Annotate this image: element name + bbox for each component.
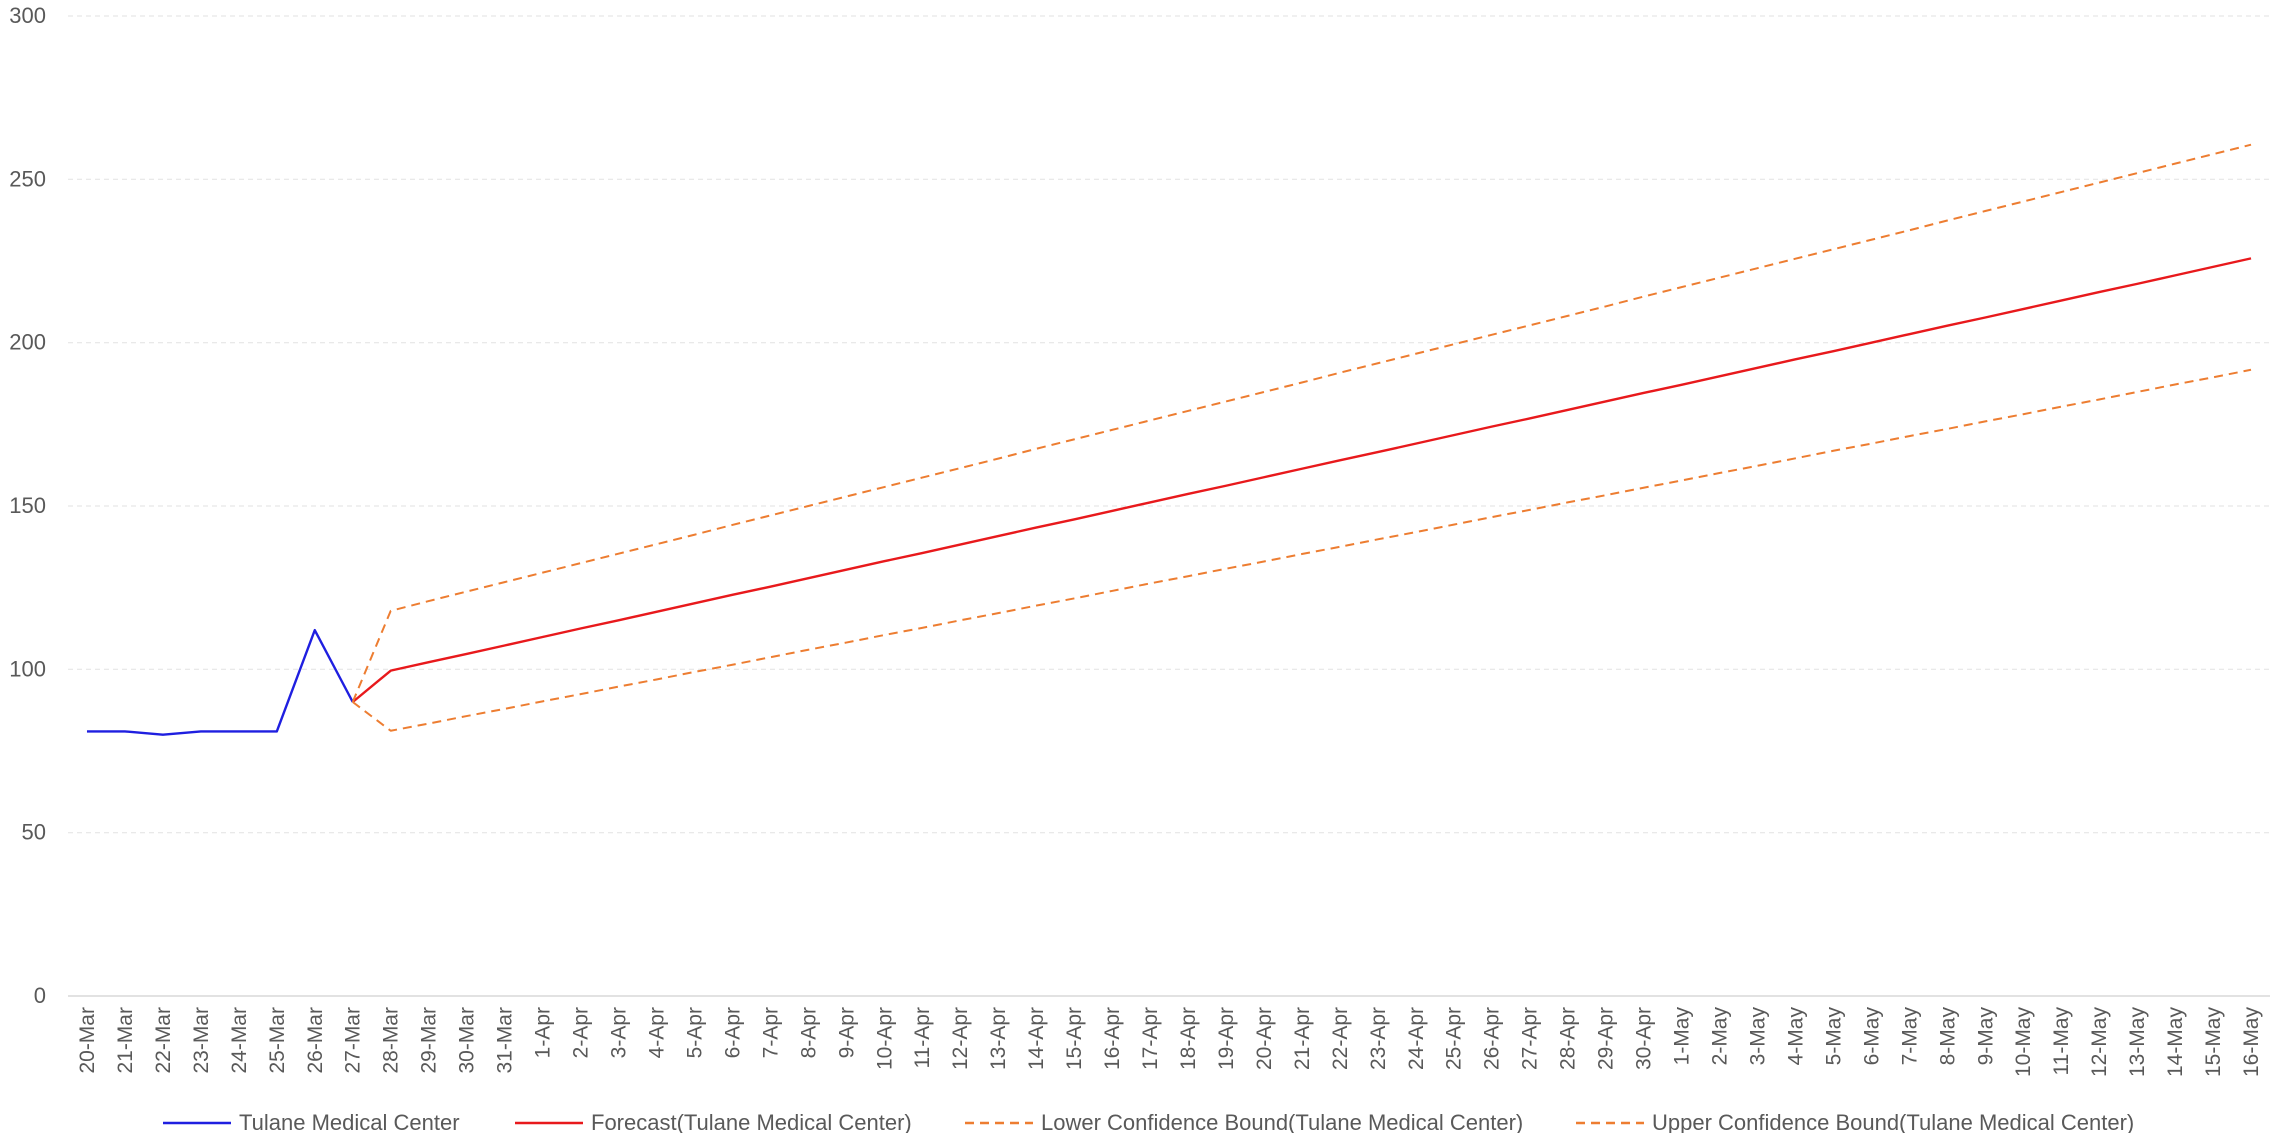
x-tick-label: 23-Mar <box>190 1007 213 1074</box>
y-axis: 0 50 100 150 200 250 300 <box>9 3 46 1008</box>
x-tick-label: 21-Apr <box>1291 1007 1314 1070</box>
gridlines <box>68 15 2270 834</box>
x-tick-label: 6-Apr <box>721 1007 744 1058</box>
x-tick-label: 16-May <box>2240 1007 2263 1078</box>
y-tick-label: 0 <box>34 983 46 1008</box>
x-tick-label: 21-Mar <box>114 1007 137 1074</box>
x-tick-label: 5-May <box>1822 1007 1845 1066</box>
y-tick-label: 250 <box>9 166 46 191</box>
x-tick-label: 1-May <box>1671 1007 1694 1066</box>
x-tick-label: 27-Mar <box>342 1007 365 1074</box>
x-tick-label: 22-Apr <box>1329 1007 1352 1070</box>
x-tick-label: 14-Apr <box>1025 1007 1048 1070</box>
x-tick-label: 8-Apr <box>797 1007 820 1058</box>
x-tick-label: 2-Apr <box>570 1007 593 1058</box>
x-tick-label: 24-Apr <box>1405 1007 1428 1070</box>
x-tick-label: 28-Mar <box>380 1007 403 1074</box>
x-tick-label: 14-May <box>2164 1007 2187 1078</box>
x-tick-label: 12-Apr <box>949 1007 972 1070</box>
x-tick-label: 1-Apr <box>532 1007 555 1058</box>
y-tick-label: 200 <box>9 330 46 355</box>
x-tick-label: 4-Apr <box>645 1007 668 1058</box>
x-tick-label: 10-Apr <box>873 1007 896 1070</box>
x-tick-label: 2-May <box>1709 1007 1732 1066</box>
x-tick-label: 7-Apr <box>759 1007 782 1058</box>
x-tick-label: 27-Apr <box>1519 1007 1542 1070</box>
x-tick-label: 5-Apr <box>683 1007 706 1058</box>
x-tick-label: 9-Apr <box>835 1007 858 1058</box>
x-tick-label: 30-Mar <box>456 1007 479 1074</box>
x-tick-label: 20-Apr <box>1253 1007 1276 1070</box>
x-tick-label: 3-May <box>1746 1007 1769 1066</box>
legend-label: Forecast(Tulane Medical Center) <box>591 1110 912 1133</box>
x-tick-label: 28-Apr <box>1557 1007 1580 1070</box>
x-tick-label: 30-Apr <box>1633 1007 1656 1070</box>
y-tick-label: 50 <box>22 820 46 845</box>
series-lines <box>86 143 2252 736</box>
y-tick-label: 150 <box>9 493 46 518</box>
x-tick-label: 15-May <box>2202 1007 2225 1078</box>
x-tick-label: 18-Apr <box>1177 1007 1200 1070</box>
x-tick-label: 22-Mar <box>152 1007 175 1074</box>
series-line <box>351 143 2252 703</box>
x-tick-label: 25-Mar <box>266 1007 289 1074</box>
x-tick-label: 15-Apr <box>1063 1007 1086 1070</box>
legend-label: Lower Confidence Bound(Tulane Medical Ce… <box>1041 1110 1523 1133</box>
x-tick-label: 6-May <box>1860 1007 1883 1066</box>
x-tick-label: 31-Mar <box>494 1007 517 1074</box>
series-line <box>351 257 2252 703</box>
x-tick-label: 17-Apr <box>1139 1007 1162 1070</box>
x-tick-label: 13-May <box>2126 1007 2149 1078</box>
x-tick-label: 26-Mar <box>304 1007 327 1074</box>
x-tick-label: 16-Apr <box>1101 1007 1124 1070</box>
x-tick-label: 29-Mar <box>418 1007 441 1074</box>
x-tick-label: 8-May <box>1936 1007 1959 1066</box>
x-tick-label: 7-May <box>1898 1007 1921 1066</box>
y-tick-label: 300 <box>9 3 46 28</box>
legend-label: Tulane Medical Center <box>239 1110 460 1133</box>
x-tick-label: 4-May <box>1784 1007 1807 1066</box>
x-tick-label: 25-Apr <box>1443 1007 1466 1070</box>
y-tick-label: 100 <box>9 656 46 681</box>
x-tick-label: 13-Apr <box>987 1007 1010 1070</box>
x-tick-label: 24-Mar <box>228 1007 251 1074</box>
x-axis: 20-Mar 21-Mar 22-Mar 23-Mar 24-Mar 25-Mar 26-M… <box>68 995 2270 1078</box>
series-line <box>352 368 2252 732</box>
x-tick-label: 19-Apr <box>1215 1007 1238 1070</box>
series-line <box>86 628 354 736</box>
x-tick-label: 11-Apr <box>911 1007 934 1068</box>
x-tick-label: 9-May <box>1974 1007 1997 1066</box>
x-tick-label: 29-Apr <box>1595 1007 1618 1070</box>
x-tick-label: 26-Apr <box>1481 1007 1504 1070</box>
x-tick-label: 10-May <box>2012 1007 2035 1078</box>
legend: Tulane Medical Center Forecast(Tulane Med… <box>163 1110 2134 1135</box>
x-tick-label: 11-May <box>2050 1007 2073 1076</box>
legend-label: Upper Confidence Bound(Tulane Medical Ce… <box>1652 1110 2134 1133</box>
x-tick-label: 23-Apr <box>1367 1007 1390 1070</box>
x-tick-label: 20-Mar <box>76 1007 99 1074</box>
x-tick-label: 3-Apr <box>608 1007 631 1058</box>
x-tick-label: 12-May <box>2088 1007 2111 1078</box>
